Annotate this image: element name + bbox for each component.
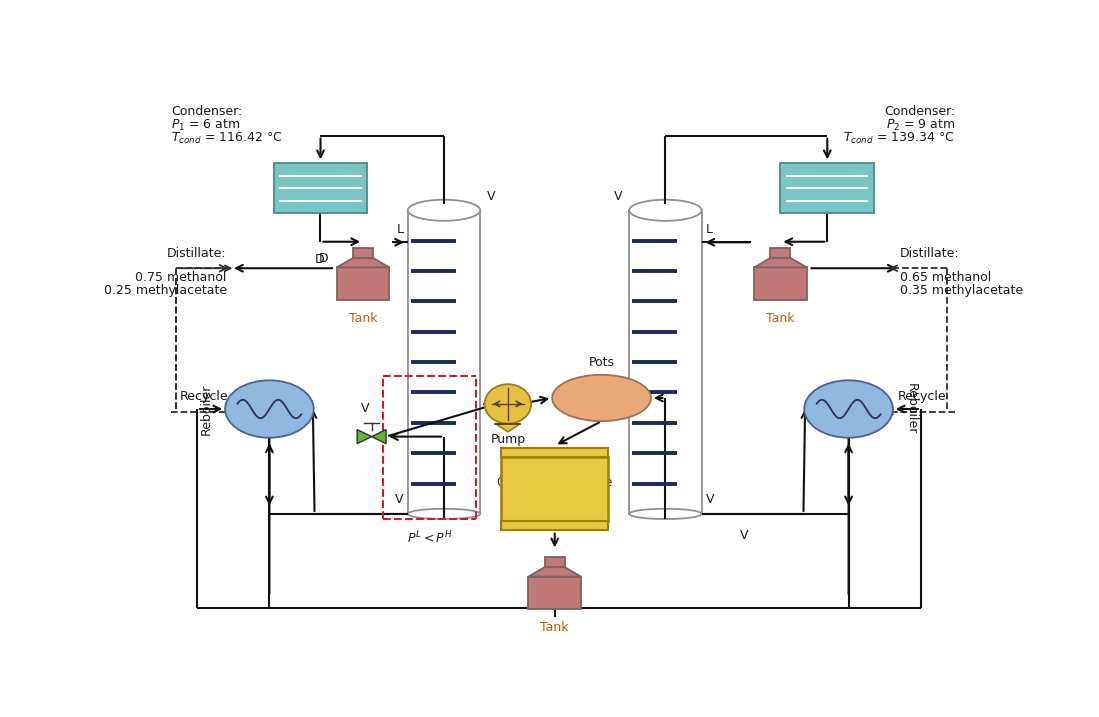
Bar [754,267,807,300]
Text: Tank: Tank [348,312,377,325]
Text: V: V [740,529,748,543]
Polygon shape [496,424,521,432]
Polygon shape [529,567,581,576]
Text: Tank: Tank [541,622,569,635]
Text: $T_{cond}$ = 139.34 °C: $T_{cond}$ = 139.34 °C [843,131,955,146]
Ellipse shape [408,509,480,519]
Text: V: V [487,190,496,203]
Bar [274,163,367,213]
Bar [353,247,374,258]
Text: $P_2$ = 9 atm: $P_2$ = 9 atm [886,118,955,133]
Bar [545,556,565,567]
Text: Recycle: Recycle [898,391,946,404]
Bar [501,457,608,521]
Text: 0.75 methanol: 0.75 methanol [135,271,226,284]
Text: D: D [315,253,325,266]
Text: D: D [319,252,329,265]
Text: 0|9 methylacetate: 0|9 methylacetate [497,475,612,489]
Text: V: V [360,402,369,414]
Bar [336,267,389,300]
Text: V: V [395,493,403,505]
Text: L: L [706,223,713,236]
Ellipse shape [485,384,531,424]
Text: 0.65 methanol: 0.65 methanol [900,271,991,284]
Text: Charge:: Charge: [530,456,579,469]
Text: Condenser:: Condenser: [171,105,243,118]
Text: Tank: Tank [766,312,795,325]
Text: Condenser:: Condenser: [884,105,955,118]
Bar [529,576,581,609]
Bar [501,449,608,457]
Bar [408,210,480,514]
Text: Pots: Pots [589,356,614,369]
Polygon shape [371,429,386,444]
Text: 10l: 10l [545,466,565,479]
Bar [630,210,701,514]
Text: V: V [706,493,714,505]
Polygon shape [754,258,807,267]
Text: V: V [614,190,622,203]
Text: Distillate:: Distillate: [900,247,959,260]
Text: 0.25 methylacetate: 0.25 methylacetate [103,284,226,298]
Bar [501,521,608,530]
Ellipse shape [408,200,480,221]
Text: $T_{cond}$ = 116.42 °C: $T_{cond}$ = 116.42 °C [171,131,284,146]
Text: Reboiler: Reboiler [200,384,213,435]
Text: 0.1 methanol: 0.1 methanol [513,485,597,498]
Text: $P_1$ = 6 atm: $P_1$ = 6 atm [171,118,241,133]
Text: 0.35 methylacetate: 0.35 methylacetate [900,284,1023,298]
Ellipse shape [630,509,701,519]
Text: $P^L < P^H$: $P^L < P^H$ [407,529,453,546]
Circle shape [804,380,892,437]
Ellipse shape [630,200,701,221]
Circle shape [225,380,313,437]
Polygon shape [336,258,389,267]
Ellipse shape [552,375,651,421]
Bar [780,163,874,213]
Text: L: L [397,223,403,236]
Text: Recycle: Recycle [180,391,229,404]
Text: Reboiler: Reboiler [906,384,918,435]
Text: Distillate:: Distillate: [167,247,226,260]
Polygon shape [357,429,371,444]
Bar [770,247,790,258]
Text: Pump: Pump [490,433,525,446]
